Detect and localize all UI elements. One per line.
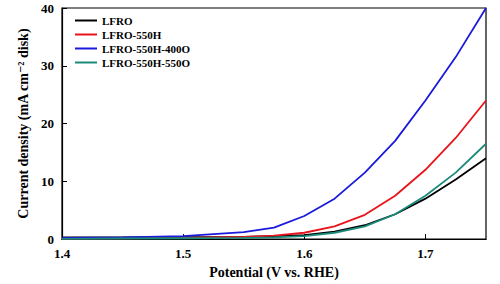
svg-text:Current density (mA cm⁻² disk): Current density (mA cm⁻² disk) — [16, 28, 32, 219]
svg-text:1.7: 1.7 — [417, 246, 434, 261]
svg-text:Potential (V vs. RHE): Potential (V vs. RHE) — [209, 265, 339, 281]
svg-text:10: 10 — [41, 174, 54, 189]
svg-text:30: 30 — [41, 58, 54, 73]
svg-text:20: 20 — [41, 116, 54, 131]
svg-text:LFRO-550H: LFRO-550H — [102, 29, 162, 41]
svg-text:0: 0 — [48, 232, 55, 247]
svg-text:1.6: 1.6 — [296, 246, 313, 261]
svg-text:LFRO: LFRO — [102, 15, 133, 27]
svg-text:1.4: 1.4 — [54, 246, 71, 261]
svg-text:LFRO-550H-400O: LFRO-550H-400O — [102, 43, 190, 55]
svg-text:40: 40 — [41, 1, 54, 16]
svg-text:1.5: 1.5 — [175, 246, 192, 261]
svg-text:LFRO-550H-550O: LFRO-550H-550O — [102, 57, 190, 69]
